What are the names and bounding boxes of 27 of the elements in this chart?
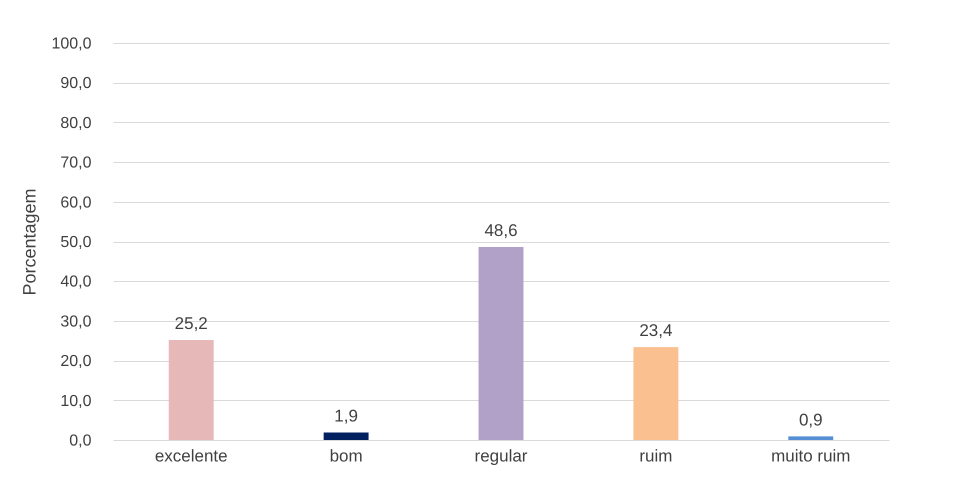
bar [324, 432, 369, 440]
y-tick-label: 30,0 [60, 313, 92, 330]
y-tick-label: 90,0 [60, 75, 92, 92]
y-tick-label: 100,0 [51, 36, 92, 52]
x-tick-label: bom [330, 446, 363, 466]
data-label: 0,9 [798, 410, 823, 430]
y-tick-label: 60,0 [60, 194, 92, 212]
bar [168, 340, 214, 440]
y-tick-label: 50,0 [60, 234, 92, 251]
x-tick-label: regular [474, 446, 528, 466]
bar [478, 247, 524, 440]
y-tick-label: 80,0 [60, 114, 92, 132]
y-tick-label: 20,0 [60, 353, 92, 370]
y-tick-label: 0,0 [69, 432, 92, 450]
data-label: 25,2 [174, 314, 208, 333]
bar [633, 347, 678, 440]
y-tick-label: 10,0 [60, 392, 92, 410]
bar [788, 436, 834, 440]
y-tick-label: 70,0 [60, 154, 92, 172]
data-label: 23,4 [639, 321, 672, 340]
data-label: 1,9 [334, 406, 358, 426]
x-tick-label: ruim [639, 446, 672, 466]
x-tick-label: excelente [154, 446, 228, 466]
y-tick-label: 40,0 [60, 274, 92, 291]
y-axis-title: Porcentagem [19, 188, 40, 296]
data-label: 48,6 [484, 221, 518, 240]
x-tick-label: muito ruim [771, 446, 850, 466]
